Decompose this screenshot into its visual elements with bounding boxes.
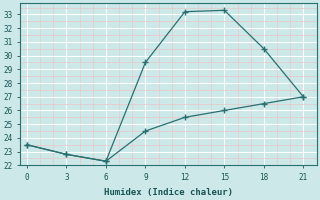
X-axis label: Humidex (Indice chaleur): Humidex (Indice chaleur): [104, 188, 233, 197]
